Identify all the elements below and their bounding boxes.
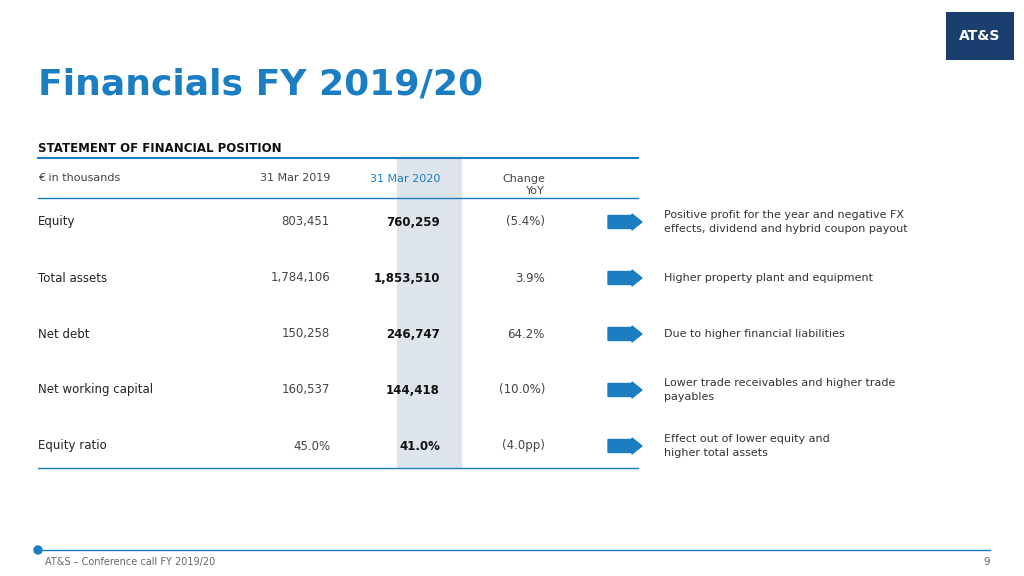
Text: € in thousands: € in thousands [38, 173, 120, 183]
Text: Higher property plant and equipment: Higher property plant and equipment [664, 273, 873, 283]
FancyArrow shape [608, 270, 642, 286]
Text: 1,784,106: 1,784,106 [270, 271, 330, 285]
Text: 150,258: 150,258 [282, 328, 330, 340]
Text: 31 Mar 2019: 31 Mar 2019 [260, 173, 330, 183]
Text: Equity ratio: Equity ratio [38, 439, 106, 453]
Text: 246,747: 246,747 [386, 328, 440, 340]
Text: 160,537: 160,537 [282, 384, 330, 396]
Text: Total assets: Total assets [38, 271, 108, 285]
Bar [397, 158, 462, 468]
Text: Change
YoY: Change YoY [502, 174, 545, 196]
Text: 760,259: 760,259 [386, 215, 440, 229]
Text: 41.0%: 41.0% [399, 439, 440, 453]
Text: 64.2%: 64.2% [508, 328, 545, 340]
Text: Financials FY 2019/20: Financials FY 2019/20 [38, 68, 483, 102]
Text: Equity: Equity [38, 215, 76, 229]
Text: 1,853,510: 1,853,510 [374, 271, 440, 285]
Text: 9: 9 [983, 557, 990, 567]
Text: (4.0pp): (4.0pp) [502, 439, 545, 453]
Text: 31 Mar 2020: 31 Mar 2020 [370, 174, 440, 184]
FancyArrow shape [608, 438, 642, 454]
Text: 803,451: 803,451 [282, 215, 330, 229]
Circle shape [34, 546, 42, 554]
Text: 3.9%: 3.9% [515, 271, 545, 285]
FancyArrow shape [608, 214, 642, 230]
Text: Net debt: Net debt [38, 328, 89, 340]
Text: 144,418: 144,418 [386, 384, 440, 396]
Bar [946, 12, 1014, 60]
FancyArrow shape [608, 382, 642, 398]
Text: 45.0%: 45.0% [293, 439, 330, 453]
Text: Due to higher financial liabilities: Due to higher financial liabilities [664, 329, 845, 339]
Text: (5.4%): (5.4%) [506, 215, 545, 229]
Text: AT&S – Conference call FY 2019/20: AT&S – Conference call FY 2019/20 [45, 557, 215, 567]
Text: STATEMENT OF FINANCIAL POSITION: STATEMENT OF FINANCIAL POSITION [38, 142, 282, 154]
Text: Lower trade receivables and higher trade
payables: Lower trade receivables and higher trade… [664, 378, 895, 401]
Text: Net working capital: Net working capital [38, 384, 154, 396]
Text: (10.0%): (10.0%) [499, 384, 545, 396]
Text: AT&S: AT&S [959, 29, 1000, 43]
Text: Positive profit for the year and negative FX
effects, dividend and hybrid coupon: Positive profit for the year and negativ… [664, 210, 907, 234]
Text: Effect out of lower equity and
higher total assets: Effect out of lower equity and higher to… [664, 434, 829, 457]
FancyArrow shape [608, 326, 642, 342]
